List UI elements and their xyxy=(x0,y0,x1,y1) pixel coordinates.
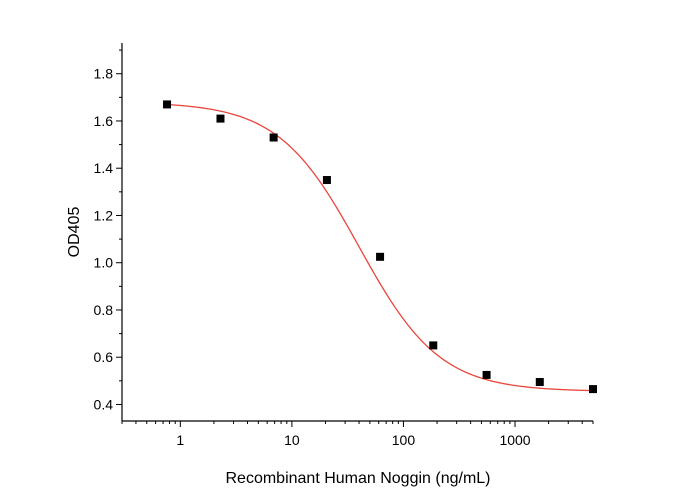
data-point xyxy=(322,176,331,185)
data-point xyxy=(482,370,491,379)
x-tick-label: 100 xyxy=(392,432,416,448)
y-tick-label: 1.2 xyxy=(94,207,114,223)
x-tick-label: 1000 xyxy=(499,432,530,448)
data-point xyxy=(376,252,385,261)
data-point xyxy=(535,378,544,387)
x-axis-title: Recombinant Human Noggin (ng/mL) xyxy=(225,470,490,487)
x-tick-label: 10 xyxy=(284,432,300,448)
y-tick-label: 0.4 xyxy=(94,396,114,412)
y-tick-label: 1.8 xyxy=(94,66,114,82)
x-tick-label: 1 xyxy=(176,432,184,448)
y-tick-label: 0.6 xyxy=(94,349,114,365)
data-point xyxy=(589,385,597,394)
data-point xyxy=(163,100,172,109)
data-point xyxy=(429,341,438,350)
ticks: 0.4 0.6 0.8 1.0 1.2 1.4 1.6 1.8 1 10 100 1000 xyxy=(94,49,594,448)
fit-curve xyxy=(166,103,594,392)
y-tick-label: 1.0 xyxy=(94,255,114,271)
y-tick-label: 1.4 xyxy=(94,160,114,176)
data-point xyxy=(269,133,278,142)
axes xyxy=(121,43,593,422)
y-tick-label: 1.6 xyxy=(94,113,114,129)
y-axis-title: OD405 xyxy=(66,207,83,258)
data-point xyxy=(216,114,225,123)
y-tick-label: 0.8 xyxy=(94,302,114,318)
data-points xyxy=(163,100,597,394)
fit-curve-layer xyxy=(166,103,594,392)
